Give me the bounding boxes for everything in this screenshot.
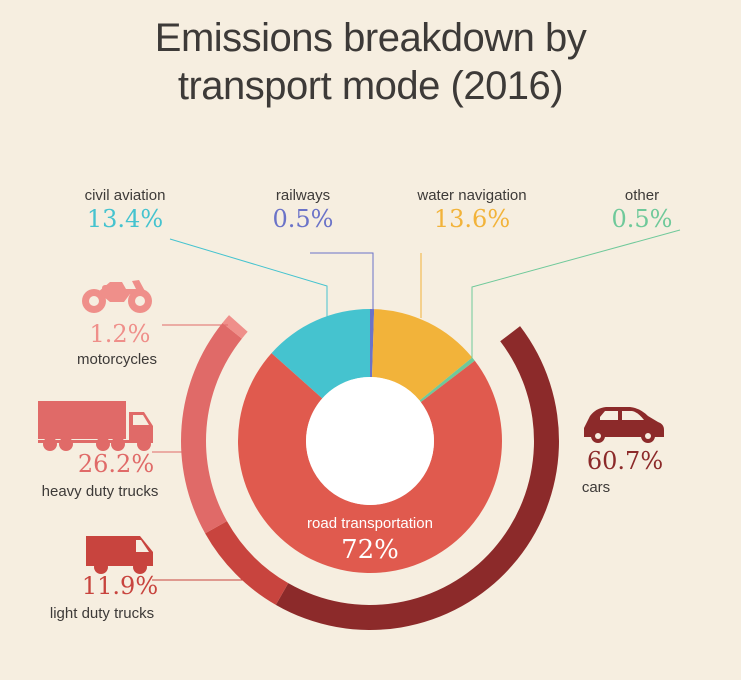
van-icon [86, 536, 153, 574]
label-water-navigation: water navigation [416, 187, 526, 204]
label-heavy-duty-trucks: heavy duty trucks [42, 483, 159, 500]
arc-light-duty-trucks [205, 521, 289, 605]
leader-line-civil-aviation [169, 238, 328, 320]
leader-line-railways [310, 252, 374, 320]
leader-line-other [471, 229, 681, 360]
title-line-1: Emissions breakdown by [154, 16, 587, 60]
value-heavy-duty-trucks: 26.2% [78, 450, 154, 478]
label-railways: railways [276, 187, 330, 204]
title-line-2: transport mode (2016) [177, 64, 564, 108]
slice-water-navigation [372, 309, 473, 401]
inner-ring [238, 309, 502, 573]
value-civil-aviation: 13.4% [87, 205, 163, 233]
page-title: Emissions breakdown by transport mode (2… [0, 14, 741, 110]
motorcycle-icon [82, 280, 152, 313]
car-icon [584, 407, 664, 443]
label-civil-aviation: civil aviation [85, 187, 166, 204]
outer-ring [181, 315, 560, 631]
slice-road-transportation [238, 353, 502, 573]
label-motorcycles: motorcycles [77, 351, 157, 368]
label-cars: cars [582, 479, 610, 496]
value-water-navigation: 13.6% [434, 205, 510, 233]
value-railways: 0.5% [273, 205, 334, 233]
value-other: 0.5% [612, 205, 673, 233]
label-light-duty-trucks: light duty trucks [50, 605, 154, 622]
slice-other [419, 357, 475, 403]
leader-lines [152, 229, 681, 581]
arc-motorcycles [222, 315, 248, 339]
arc-heavy-duty-trucks [181, 322, 242, 534]
donut-hole [306, 377, 434, 505]
heavy-truck-icon [38, 401, 153, 451]
value-road-transportation: 72% [341, 535, 399, 565]
label-road-transportation: road transportation [307, 515, 433, 532]
value-light-duty-trucks: 11.9% [82, 572, 158, 600]
label-other: other [625, 187, 659, 204]
value-cars: 60.7% [587, 447, 663, 475]
value-motorcycles: 1.2% [90, 320, 151, 348]
arc-cars [275, 326, 560, 631]
slice-civil-aviation [271, 309, 370, 399]
slice-railways [370, 309, 375, 378]
